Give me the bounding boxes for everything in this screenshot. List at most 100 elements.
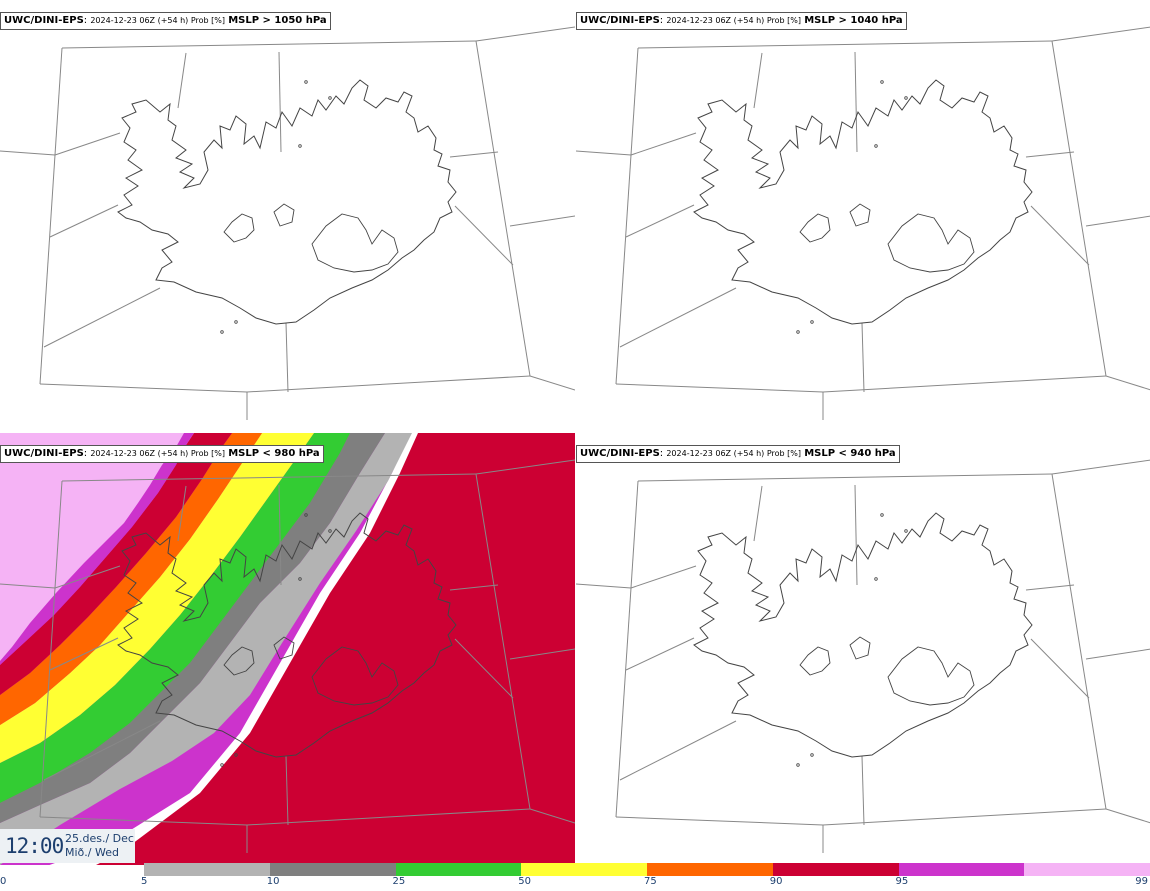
lat-lon-gridline xyxy=(49,204,119,238)
lat-lon-gridline xyxy=(625,204,695,238)
probability-shading xyxy=(0,433,385,865)
lat-lon-gridline xyxy=(1085,215,1150,227)
lat-lon-gridline xyxy=(177,52,187,109)
glacier-outline xyxy=(849,203,871,227)
lat-lon-gridline xyxy=(1105,808,1150,824)
island-outline xyxy=(810,320,814,324)
lat-lon-gridline xyxy=(54,565,121,589)
map-canvas xyxy=(0,433,575,865)
lat-lon-gridline xyxy=(39,47,63,385)
map-canvas xyxy=(0,26,575,420)
island-outline xyxy=(796,763,800,767)
lat-lon-gridline xyxy=(509,648,575,660)
lat-lon-gridline xyxy=(246,808,531,826)
colorbar-segment xyxy=(144,863,271,876)
glacier-outline xyxy=(887,646,975,706)
lat-lon-gridline xyxy=(615,47,639,385)
probability-shading xyxy=(0,433,575,865)
island-outline xyxy=(810,753,814,757)
lat-lon-gridline xyxy=(615,480,639,818)
lat-lon-gridline xyxy=(475,26,575,42)
lat-lon-gridline xyxy=(630,132,697,156)
lat-lon-gridline xyxy=(529,808,575,824)
colorbar-segment xyxy=(898,863,1025,876)
valid-time-box: 12:00 25.des./ Dec Mið./ Wed xyxy=(0,829,135,863)
island-outline xyxy=(304,513,308,517)
lat-lon-gridline xyxy=(854,484,858,586)
lat-lon-gridline xyxy=(278,51,282,153)
island-outline xyxy=(880,513,884,517)
island-outline xyxy=(298,144,302,148)
iceland-coastline xyxy=(693,512,1033,758)
lat-lon-gridline xyxy=(1051,459,1150,475)
lat-lon-gridline xyxy=(615,383,824,393)
iceland-coastline xyxy=(117,512,457,758)
island-outline xyxy=(328,529,332,533)
probability-shading xyxy=(0,433,314,763)
island-outline xyxy=(904,529,908,533)
island-outline xyxy=(304,80,308,84)
lat-lon-gridline xyxy=(1025,151,1075,158)
lat-lon-gridline xyxy=(43,720,161,781)
glacier-outline xyxy=(223,646,255,676)
panel-title: UWC/DINI-EPS: 2024-12-23 06Z (+54 h) Pro… xyxy=(576,12,907,30)
probability-shading xyxy=(0,433,350,803)
island-outline xyxy=(904,96,908,100)
island-outline xyxy=(298,577,302,581)
map-panel-mslp-gt-1040: UWC/DINI-EPS: 2024-12-23 06Z (+54 h) Pro… xyxy=(576,0,1150,432)
lat-lon-gridline xyxy=(454,638,514,699)
glacier-outline xyxy=(311,646,399,706)
lat-lon-gridline xyxy=(39,816,248,826)
lat-lon-gridline xyxy=(619,720,737,781)
map-panel-mslp-gt-1050: UWC/DINI-EPS: 2024-12-23 06Z (+54 h) Pro… xyxy=(0,0,575,432)
lat-lon-gridline xyxy=(861,755,865,826)
lat-lon-gridline xyxy=(1030,638,1090,699)
map-panel-mslp-lt-980: UWC/DINI-EPS: 2024-12-23 06Z (+54 h) Pro… xyxy=(0,433,575,865)
lat-lon-gridline xyxy=(637,473,1053,482)
lat-lon-gridline xyxy=(753,52,763,109)
colorbar-tick-label: 75 xyxy=(644,876,657,887)
lat-lon-gridline xyxy=(246,375,531,393)
lat-lon-gridline xyxy=(1105,375,1150,391)
lat-lon-gridline xyxy=(278,484,282,586)
lat-lon-gridline xyxy=(39,383,248,393)
glacier-outline xyxy=(799,213,831,243)
lat-lon-gridline xyxy=(0,150,56,156)
lat-lon-gridline xyxy=(630,565,697,589)
probability-shading xyxy=(0,433,184,661)
lat-lon-gridline xyxy=(177,485,187,542)
lat-lon-gridline xyxy=(61,40,477,49)
iceland-coastline xyxy=(693,79,1033,325)
lat-lon-gridline xyxy=(625,637,695,671)
lat-lon-gridline xyxy=(1051,473,1107,810)
island-outline xyxy=(880,80,884,84)
lat-lon-gridline xyxy=(54,132,121,156)
colorbar-segment xyxy=(269,863,396,876)
colorbar-segment xyxy=(772,863,899,876)
lat-lon-gridline xyxy=(1051,26,1150,42)
valid-weekday: Mið./ Wed xyxy=(65,846,119,859)
lat-lon-gridline xyxy=(753,485,763,542)
lat-lon-gridline xyxy=(0,583,56,589)
lat-lon-gridline xyxy=(529,375,575,391)
island-outline xyxy=(874,144,878,148)
colorbar-tick-label: 0 xyxy=(0,876,7,887)
island-outline xyxy=(220,330,224,334)
glacier-outline xyxy=(887,213,975,273)
island-outline xyxy=(234,320,238,324)
glacier-outline xyxy=(849,636,871,660)
probability-shading xyxy=(0,433,262,725)
colorbar-tick-label: 95 xyxy=(895,876,909,887)
colorbar-segment xyxy=(395,863,522,876)
glacier-outline xyxy=(311,213,399,273)
island-outline xyxy=(328,96,332,100)
lat-lon-gridline xyxy=(43,287,161,348)
colorbar-segment xyxy=(521,863,648,876)
probability-colorbar xyxy=(144,863,1150,876)
panel-title: UWC/DINI-EPS: 2024-12-23 06Z (+54 h) Pro… xyxy=(0,445,324,463)
colorbar-segment xyxy=(647,863,774,876)
lat-lon-gridline xyxy=(285,322,289,393)
island-outline xyxy=(874,577,878,581)
lat-lon-gridline xyxy=(619,287,737,348)
colorbar-tick-label: 10 xyxy=(266,876,280,887)
